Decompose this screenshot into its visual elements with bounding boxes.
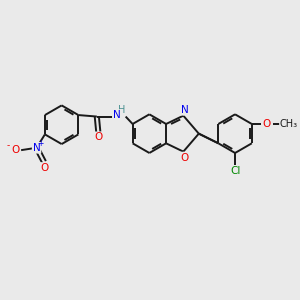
Text: Cl: Cl — [230, 167, 240, 176]
Text: N: N — [181, 105, 188, 115]
Text: O: O — [94, 132, 102, 142]
Text: H: H — [118, 105, 125, 115]
Text: +: + — [38, 139, 44, 148]
Text: N: N — [113, 110, 121, 120]
Text: N: N — [33, 143, 41, 153]
Text: O: O — [12, 145, 20, 155]
Text: -: - — [7, 141, 10, 150]
Text: O: O — [180, 153, 189, 163]
Text: O: O — [40, 163, 49, 173]
Text: CH₃: CH₃ — [280, 119, 298, 129]
Text: O: O — [262, 119, 271, 129]
